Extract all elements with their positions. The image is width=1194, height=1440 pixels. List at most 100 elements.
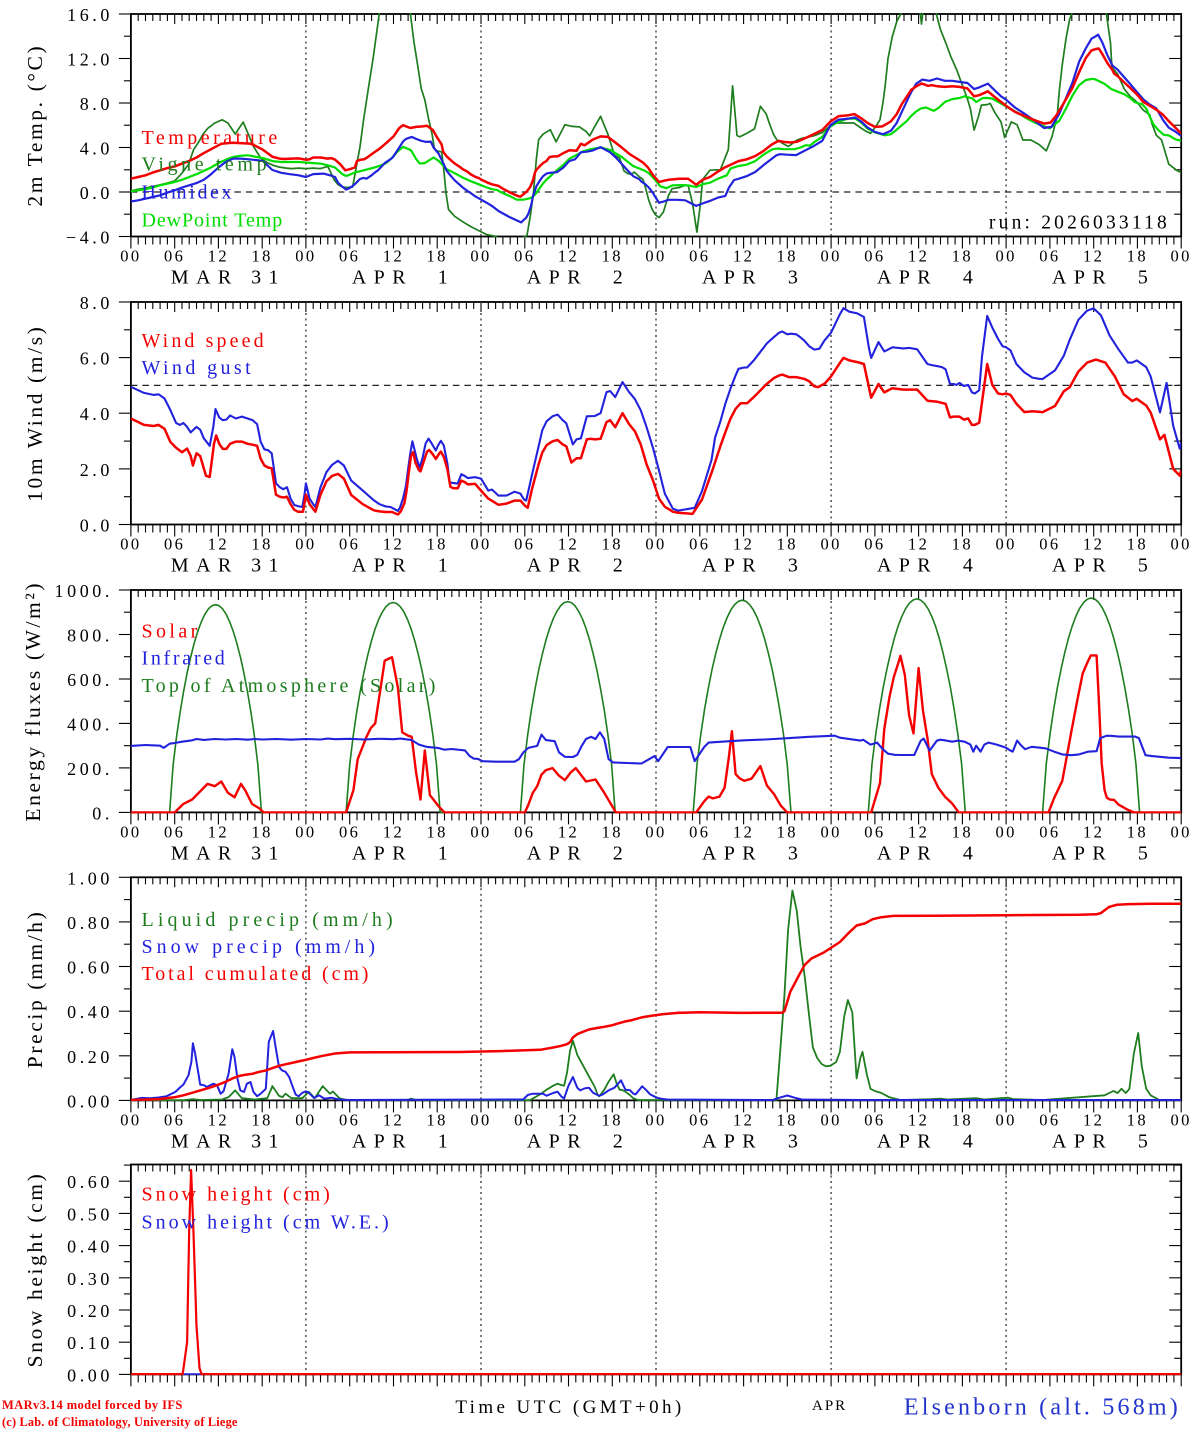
svg-text:18: 18: [952, 822, 973, 841]
svg-text:06: 06: [689, 1110, 710, 1129]
svg-text:06: 06: [164, 247, 185, 266]
svg-text:0.20: 0.20: [67, 1047, 113, 1067]
svg-text:0.30: 0.30: [67, 1269, 113, 1289]
svg-text:APR 4: APR 4: [877, 842, 980, 864]
svg-text:Snow precip (mm/h): Snow precip (mm/h): [142, 936, 380, 958]
svg-text:0.00: 0.00: [67, 1365, 113, 1385]
svg-text:00: 00: [820, 822, 841, 841]
svg-text:06: 06: [514, 535, 535, 554]
svg-text:00: 00: [820, 1110, 841, 1129]
svg-text:Humidex: Humidex: [142, 182, 235, 204]
svg-text:APR 4: APR 4: [877, 555, 980, 577]
svg-text:12: 12: [908, 247, 929, 266]
svg-text:12: 12: [383, 1110, 404, 1129]
svg-text:18: 18: [427, 535, 448, 554]
svg-text:8.0: 8.0: [80, 94, 113, 114]
svg-text:Snow height (cm W.E.): Snow height (cm W.E.): [142, 1212, 392, 1234]
svg-text:400.: 400.: [67, 714, 113, 734]
svg-text:Wind gust: Wind gust: [142, 357, 255, 379]
svg-text:06: 06: [1039, 1110, 1060, 1129]
svg-text:00: 00: [645, 535, 666, 554]
svg-text:4.0: 4.0: [80, 404, 113, 424]
svg-text:0.40: 0.40: [67, 1237, 113, 1257]
svg-text:600.: 600.: [67, 670, 113, 690]
svg-text:Vigne temp: Vigne temp: [142, 154, 271, 176]
svg-text:10m Wind (m/s): 10m Wind (m/s): [23, 325, 47, 502]
svg-text:MARv3.14 model forced by IFS: MARv3.14 model forced by IFS: [2, 1398, 183, 1412]
svg-text:06: 06: [689, 822, 710, 841]
svg-text:Total cumulated (cm): Total cumulated (cm): [142, 963, 372, 985]
svg-text:0.10: 0.10: [67, 1333, 113, 1353]
svg-text:00: 00: [470, 247, 491, 266]
svg-text:18: 18: [602, 1110, 623, 1129]
svg-text:MAR 31: MAR 31: [171, 267, 286, 289]
svg-text:18: 18: [777, 535, 798, 554]
svg-text:06: 06: [339, 247, 360, 266]
svg-text:00: 00: [820, 535, 841, 554]
svg-text:00: 00: [645, 1110, 666, 1129]
svg-text:APR: APR: [812, 1398, 847, 1414]
svg-text:06: 06: [1039, 822, 1060, 841]
svg-text:APR 5: APR 5: [1052, 267, 1155, 289]
svg-text:12: 12: [558, 822, 579, 841]
svg-text:Energy fluxes (W/m²): Energy fluxes (W/m²): [21, 581, 45, 822]
svg-text:12: 12: [1083, 247, 1104, 266]
svg-text:0.60: 0.60: [67, 1172, 113, 1192]
svg-text:12: 12: [908, 822, 929, 841]
svg-text:16.0: 16.0: [67, 5, 113, 25]
svg-text:APR 5: APR 5: [1052, 842, 1155, 864]
svg-text:00: 00: [295, 822, 316, 841]
svg-text:12: 12: [733, 535, 754, 554]
svg-text:MAR 31: MAR 31: [171, 842, 286, 864]
svg-text:12: 12: [208, 247, 229, 266]
svg-text:00: 00: [295, 1110, 316, 1129]
svg-text:18: 18: [1127, 247, 1148, 266]
svg-text:06: 06: [164, 1110, 185, 1129]
svg-text:18: 18: [427, 247, 448, 266]
svg-text:Top of Atmosphere (Solar): Top of Atmosphere (Solar): [142, 675, 439, 697]
svg-text:00: 00: [120, 1110, 141, 1129]
svg-text:18: 18: [952, 1110, 973, 1129]
svg-text:00: 00: [995, 822, 1016, 841]
svg-text:Precip (mm/h): Precip (mm/h): [23, 910, 47, 1069]
svg-text:18: 18: [252, 535, 273, 554]
svg-text:−4.0: −4.0: [66, 228, 113, 248]
svg-text:00: 00: [1171, 822, 1192, 841]
svg-text:Liquid precip (mm/h): Liquid precip (mm/h): [142, 909, 397, 931]
svg-text:06: 06: [689, 247, 710, 266]
svg-text:Temperature: Temperature: [142, 127, 281, 149]
svg-text:APR 3: APR 3: [702, 555, 805, 577]
svg-text:18: 18: [427, 1110, 448, 1129]
svg-text:06: 06: [339, 822, 360, 841]
svg-text:06: 06: [864, 1110, 885, 1129]
svg-text:18: 18: [1127, 1110, 1148, 1129]
svg-text:Snow height (cm): Snow height (cm): [142, 1184, 333, 1206]
svg-text:6.0: 6.0: [80, 349, 113, 369]
svg-text:Wind speed: Wind speed: [142, 330, 267, 352]
svg-text:00: 00: [295, 535, 316, 554]
svg-text:8.0: 8.0: [80, 293, 113, 313]
svg-text:2.0: 2.0: [80, 460, 113, 480]
svg-text:APR 1: APR 1: [352, 555, 455, 577]
svg-text:00: 00: [470, 822, 491, 841]
svg-text:18: 18: [602, 247, 623, 266]
svg-text:18: 18: [602, 535, 623, 554]
svg-text:12: 12: [733, 247, 754, 266]
svg-text:12: 12: [208, 535, 229, 554]
svg-text:0.00: 0.00: [67, 1091, 113, 1111]
svg-text:00: 00: [820, 247, 841, 266]
svg-text:12: 12: [558, 247, 579, 266]
svg-text:12.0: 12.0: [67, 50, 113, 70]
svg-text:00: 00: [1171, 1110, 1192, 1129]
svg-text:18: 18: [252, 1110, 273, 1129]
svg-text:12: 12: [383, 535, 404, 554]
svg-text:APR 3: APR 3: [702, 842, 805, 864]
svg-text:00: 00: [120, 822, 141, 841]
svg-text:06: 06: [514, 1110, 535, 1129]
svg-text:18: 18: [252, 822, 273, 841]
svg-text:12: 12: [1083, 535, 1104, 554]
svg-text:APR 3: APR 3: [702, 267, 805, 289]
svg-text:18: 18: [777, 822, 798, 841]
svg-text:Time UTC (GMT+0h): Time UTC (GMT+0h): [455, 1397, 684, 1418]
svg-text:APR 2: APR 2: [527, 842, 630, 864]
